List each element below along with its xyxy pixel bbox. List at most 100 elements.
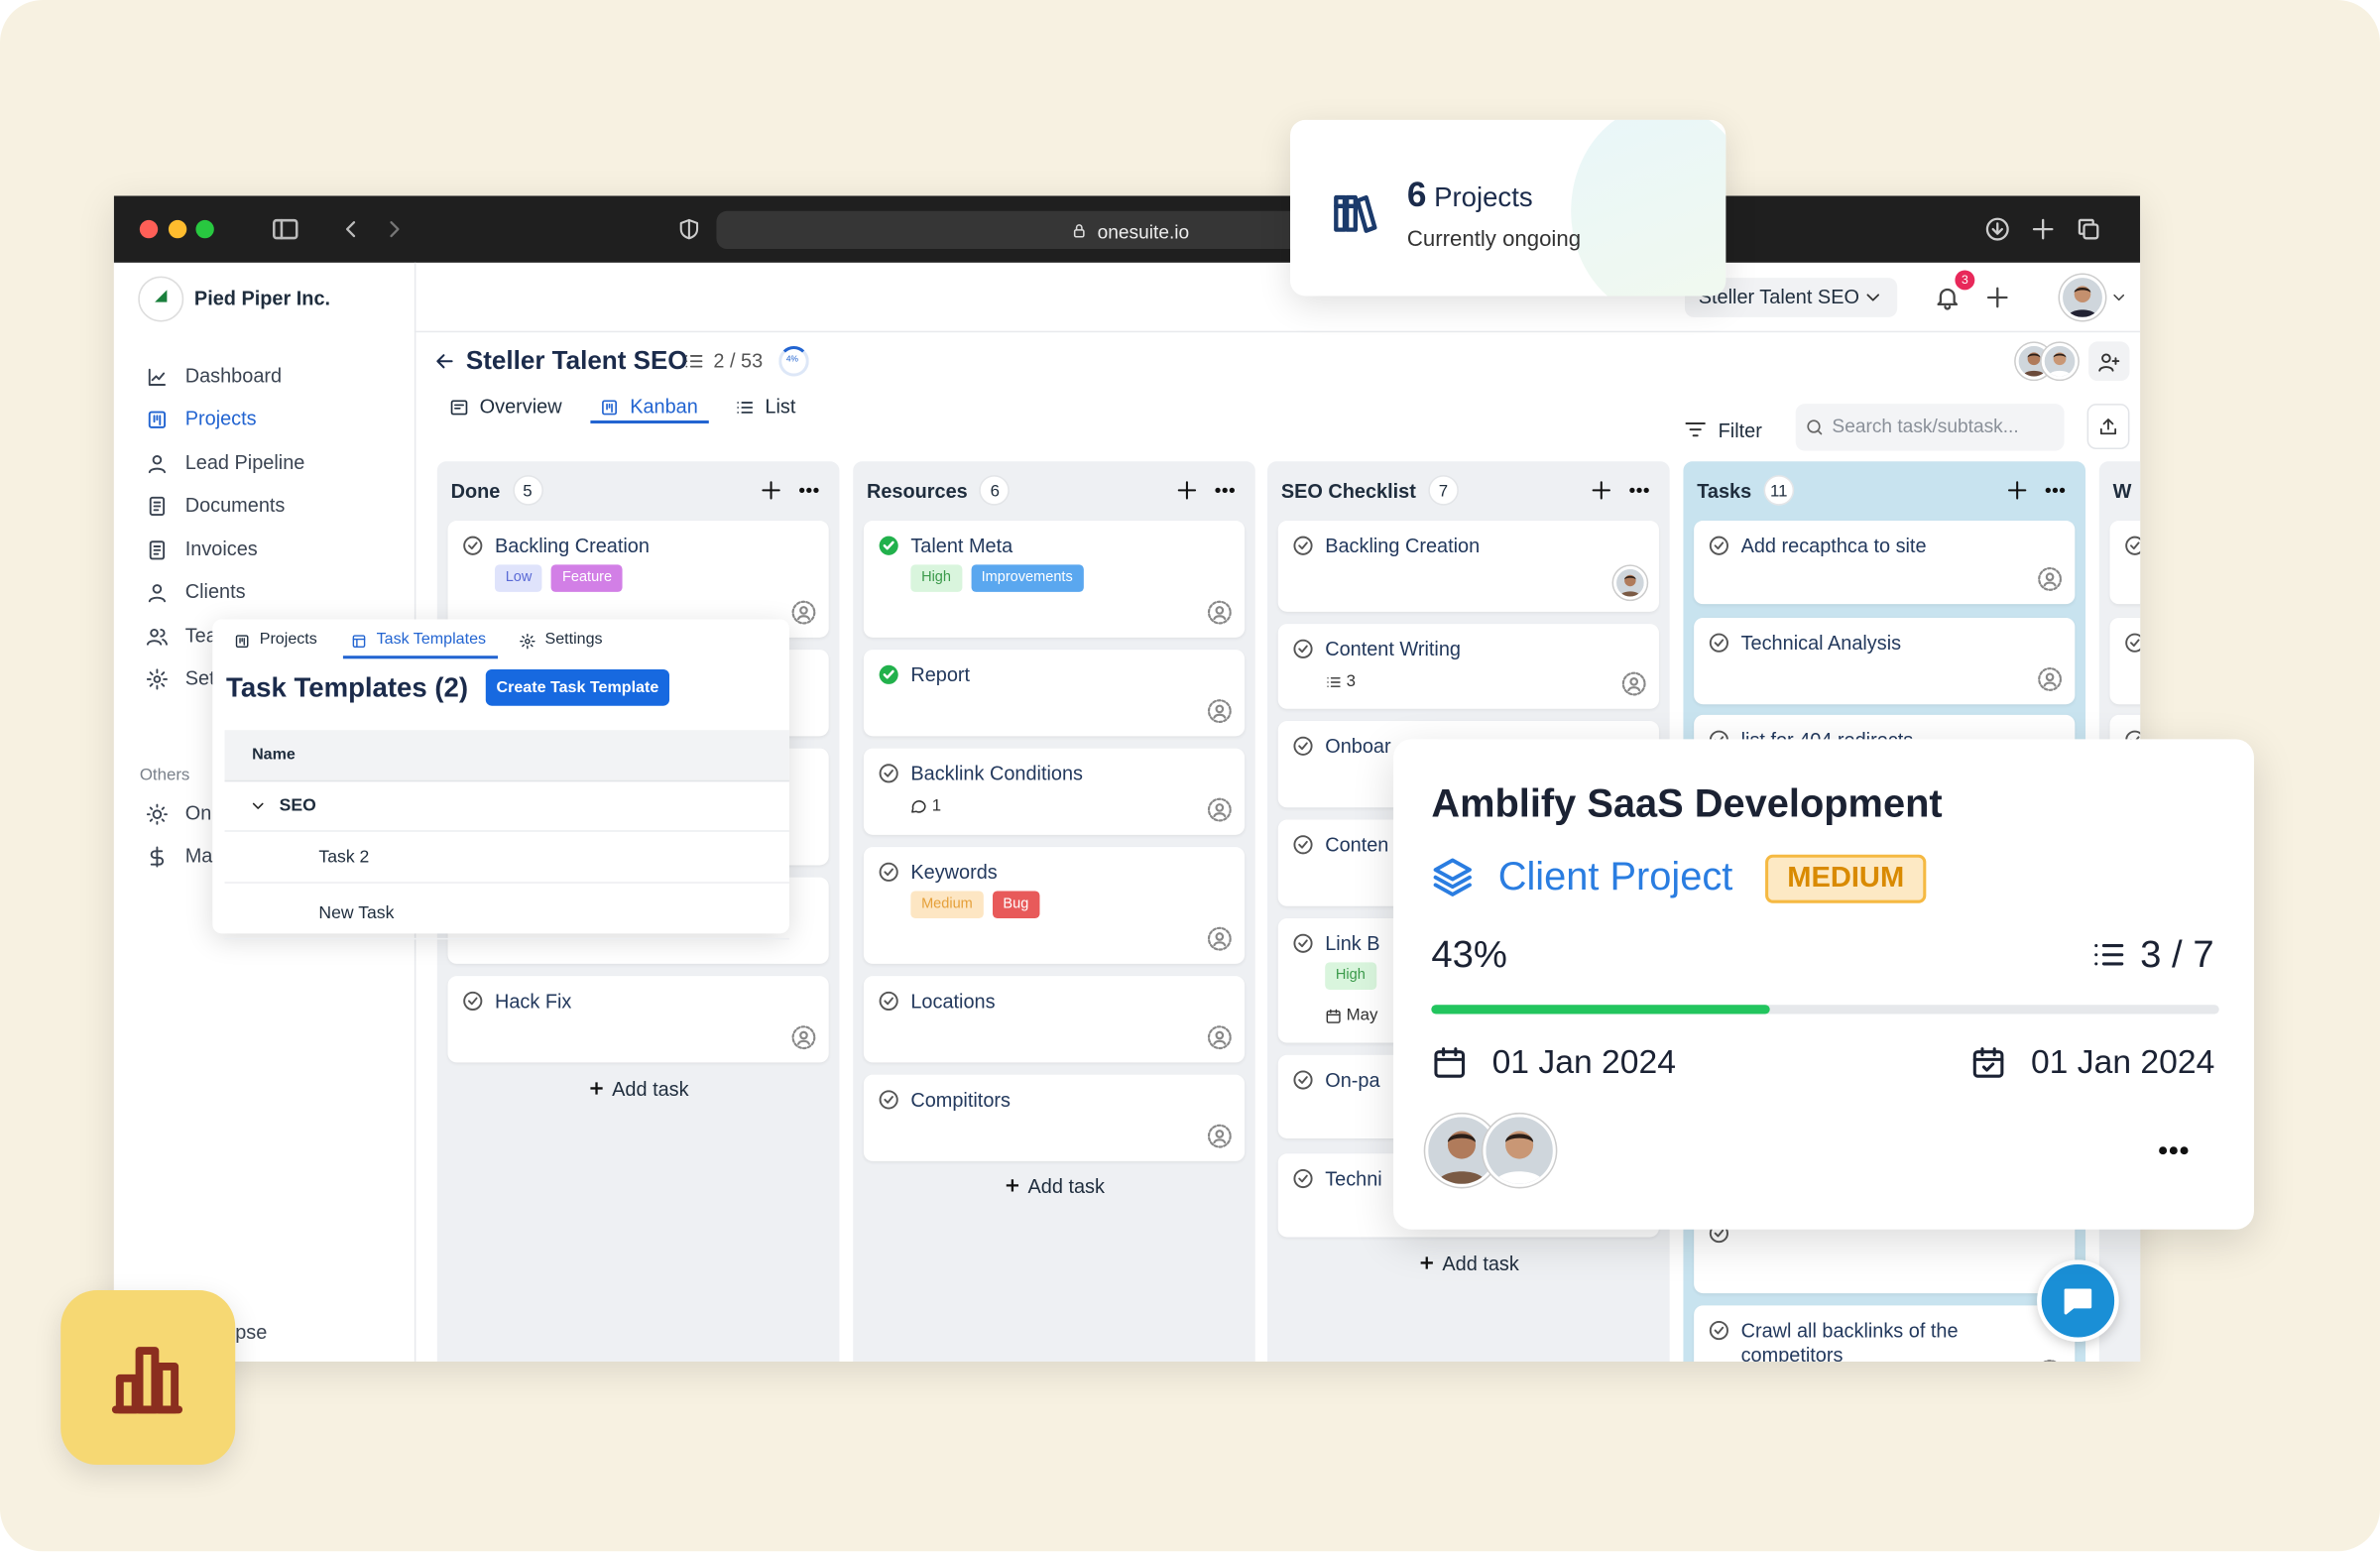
plus-icon <box>1004 1176 1021 1194</box>
task-card[interactable] <box>863 976 1246 1063</box>
new-tab-icon[interactable] <box>2029 215 2057 243</box>
task-card[interactable] <box>2109 617 2141 705</box>
task-card[interactable] <box>863 1074 1246 1161</box>
download-icon[interactable] <box>1983 215 2011 243</box>
task-title: Link B <box>1325 931 1380 955</box>
window-control[interactable] <box>168 219 187 239</box>
icon <box>2124 535 2141 555</box>
view-tab[interactable]: Overview <box>479 394 562 418</box>
icon-shape <box>2129 638 2139 647</box>
view-tab[interactable]: Kanban <box>630 394 698 418</box>
add-task-button[interactable]: Add task <box>853 1172 1255 1200</box>
nav-item[interactable]: Projects <box>184 407 257 430</box>
assignee-placeholder[interactable] <box>1206 1123 1232 1148</box>
add-card-button[interactable] <box>2005 478 2029 502</box>
assignee-placeholder[interactable] <box>1206 697 1232 723</box>
task-card[interactable] <box>863 748 1246 835</box>
column-menu[interactable] <box>1213 478 1237 502</box>
add-card-button[interactable] <box>1175 478 1199 502</box>
column-menu[interactable] <box>1627 478 1651 502</box>
assignee-placeholder[interactable] <box>2036 1358 2062 1362</box>
filter-button[interactable]: Filter <box>1718 418 1762 441</box>
view-tab[interactable]: List <box>765 394 796 418</box>
status-icon <box>1291 734 1314 757</box>
icon-shape <box>148 539 165 559</box>
icon <box>146 628 168 645</box>
add-member-button[interactable] <box>2088 341 2130 382</box>
nav-item[interactable]: Set <box>184 666 215 689</box>
template-row[interactable]: SEO <box>279 795 316 815</box>
assignee-placeholder[interactable] <box>1206 1023 1232 1049</box>
task-card[interactable] <box>1277 520 1659 612</box>
nav-item[interactable]: Ma <box>184 843 213 867</box>
add-task-button[interactable]: Add task <box>437 1075 840 1103</box>
task-card[interactable] <box>1694 520 2076 605</box>
icon <box>590 1082 603 1095</box>
back-button[interactable] <box>337 215 365 243</box>
window-control[interactable] <box>139 219 159 239</box>
tag: High <box>1325 962 1376 990</box>
collapse-label[interactable]: pse <box>235 1319 268 1343</box>
popup-tab[interactable]: Settings <box>544 630 603 649</box>
icon <box>685 355 703 368</box>
org-name: Pied Piper Inc. <box>193 286 331 309</box>
template-row[interactable]: New Task <box>318 903 395 922</box>
icon <box>1985 217 2009 241</box>
export-button[interactable] <box>2086 404 2130 450</box>
add-button[interactable] <box>1983 284 2011 311</box>
assignee-placeholder[interactable] <box>1620 670 1646 696</box>
nav-item[interactable]: Tea <box>184 623 217 647</box>
nav-item[interactable]: Dashboard <box>184 363 283 387</box>
icon-shape <box>1292 535 1312 555</box>
assignee-placeholder[interactable] <box>790 599 816 625</box>
back-arrow[interactable] <box>432 349 456 373</box>
task-card[interactable] <box>1694 1305 2076 1362</box>
template-row[interactable]: Task 2 <box>318 847 370 867</box>
icon-shape <box>115 1373 140 1414</box>
assignee-placeholder[interactable] <box>2036 665 2062 691</box>
task-card[interactable] <box>1277 624 1659 709</box>
task-card[interactable] <box>863 650 1246 737</box>
icon-shape <box>878 1089 897 1109</box>
nav-item[interactable]: Invoices <box>184 537 258 560</box>
nav-item[interactable]: Lead Pipeline <box>184 449 305 473</box>
address-bar[interactable] <box>716 210 1355 250</box>
nav-item[interactable]: On <box>184 800 212 824</box>
progress-percent: 4% <box>785 355 799 365</box>
task-card[interactable] <box>2109 520 2141 605</box>
icon <box>2094 944 2124 966</box>
window-control[interactable] <box>195 219 214 239</box>
assignee-placeholder[interactable] <box>2036 565 2062 591</box>
icon-shape <box>1636 487 1642 494</box>
icon-shape <box>1214 1029 1224 1039</box>
popup-tab[interactable]: Projects <box>259 630 317 649</box>
search-box[interactable] <box>1795 404 2065 451</box>
icon <box>1709 632 1728 653</box>
icon-shape <box>1713 1229 1724 1237</box>
assignee-placeholder[interactable] <box>1206 796 1232 822</box>
notifications-button[interactable] <box>1934 284 1962 311</box>
column-menu[interactable] <box>797 478 821 502</box>
add-card-button[interactable] <box>1590 478 1613 502</box>
profile-chevron[interactable] <box>2110 289 2128 306</box>
icon-shape <box>790 1024 815 1049</box>
nav-item[interactable]: Documents <box>184 493 286 517</box>
task-card[interactable] <box>447 976 829 1063</box>
create-template-button[interactable]: Create Task Template <box>485 668 669 706</box>
more-menu[interactable] <box>2155 1133 2192 1169</box>
nav-item[interactable]: Clients <box>184 579 246 603</box>
sidebar-toggle[interactable] <box>270 214 300 245</box>
forward-button[interactable] <box>381 215 409 243</box>
assignee-placeholder[interactable] <box>1206 599 1232 625</box>
icon <box>2159 1146 2189 1155</box>
add-card-button[interactable] <box>759 478 782 502</box>
tabs-icon[interactable] <box>2075 215 2102 243</box>
column-menu[interactable] <box>2043 478 2067 502</box>
assignee-placeholder[interactable] <box>790 1023 816 1049</box>
add-task-button[interactable]: Add task <box>1267 1250 1670 1277</box>
task-card[interactable] <box>1694 617 2076 705</box>
icon-shape <box>2129 540 2139 549</box>
assignee-placeholder[interactable] <box>1206 925 1232 951</box>
expand-chevron[interactable] <box>249 797 267 815</box>
popup-tab[interactable]: Task Templates <box>376 630 487 649</box>
